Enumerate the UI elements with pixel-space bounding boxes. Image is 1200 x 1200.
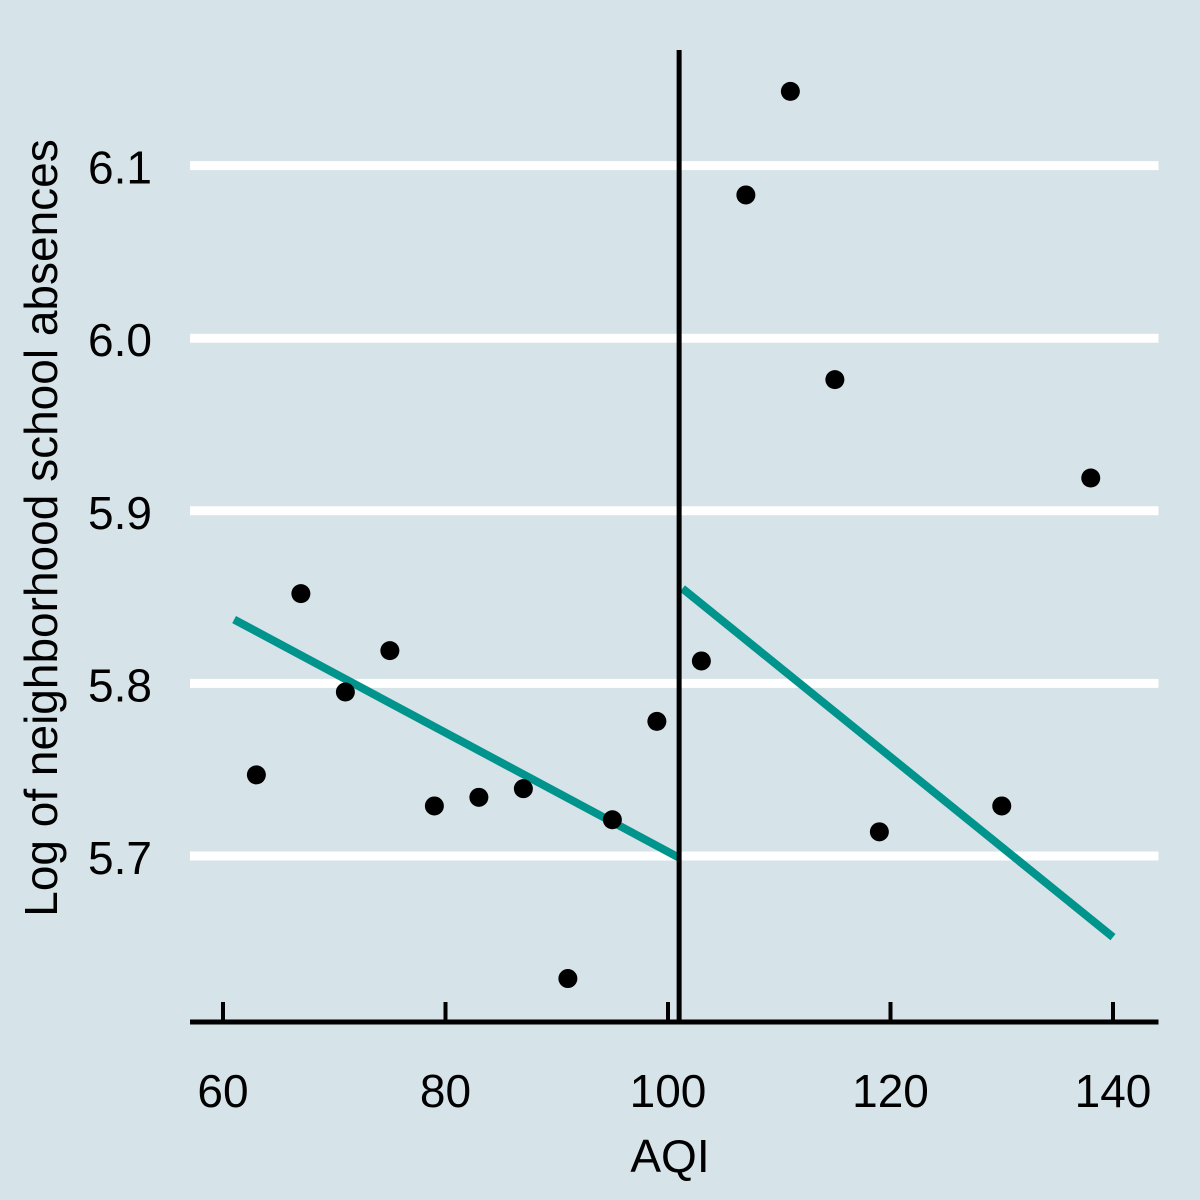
data-point xyxy=(424,796,444,816)
x-tick-label: 140 xyxy=(1075,1065,1152,1117)
x-tick-label: 60 xyxy=(197,1065,248,1117)
x-axis-group xyxy=(190,1002,1159,1025)
x-tick-label: 80 xyxy=(420,1065,471,1117)
y-tick-labels-group: 5.7 5.8 5.9 6.0 6.1 xyxy=(88,142,152,884)
data-point xyxy=(780,81,800,101)
fit-line-right-of-cutoff xyxy=(679,585,1116,941)
y-tick-label: 5.7 xyxy=(88,832,152,884)
y-tick-label: 6.0 xyxy=(88,314,152,366)
data-point xyxy=(691,651,711,671)
x-tick-label: 100 xyxy=(630,1065,707,1117)
y-tick-label: 6.1 xyxy=(88,142,152,194)
data-point xyxy=(647,711,667,731)
data-point xyxy=(736,185,756,205)
data-point xyxy=(1081,468,1101,488)
x-tick-labels-group: 60 80 100 120 140 xyxy=(197,1065,1151,1117)
data-point xyxy=(825,370,845,390)
data-point xyxy=(513,779,533,799)
x-tick-label: 120 xyxy=(852,1065,929,1117)
data-point xyxy=(335,682,355,702)
y-tick-label: 5.8 xyxy=(88,659,152,711)
data-point xyxy=(602,810,622,830)
data-points-group xyxy=(246,81,1101,989)
data-point xyxy=(380,641,400,661)
data-point xyxy=(869,822,889,842)
data-point xyxy=(558,969,578,989)
data-point xyxy=(992,796,1012,816)
y-axis-title: Log of neighborhood school absences xyxy=(15,139,67,917)
data-point xyxy=(246,765,266,785)
data-point xyxy=(469,787,489,807)
data-point xyxy=(291,584,311,604)
x-axis-title: AQI xyxy=(630,1130,709,1182)
y-tick-label: 5.9 xyxy=(88,487,152,539)
